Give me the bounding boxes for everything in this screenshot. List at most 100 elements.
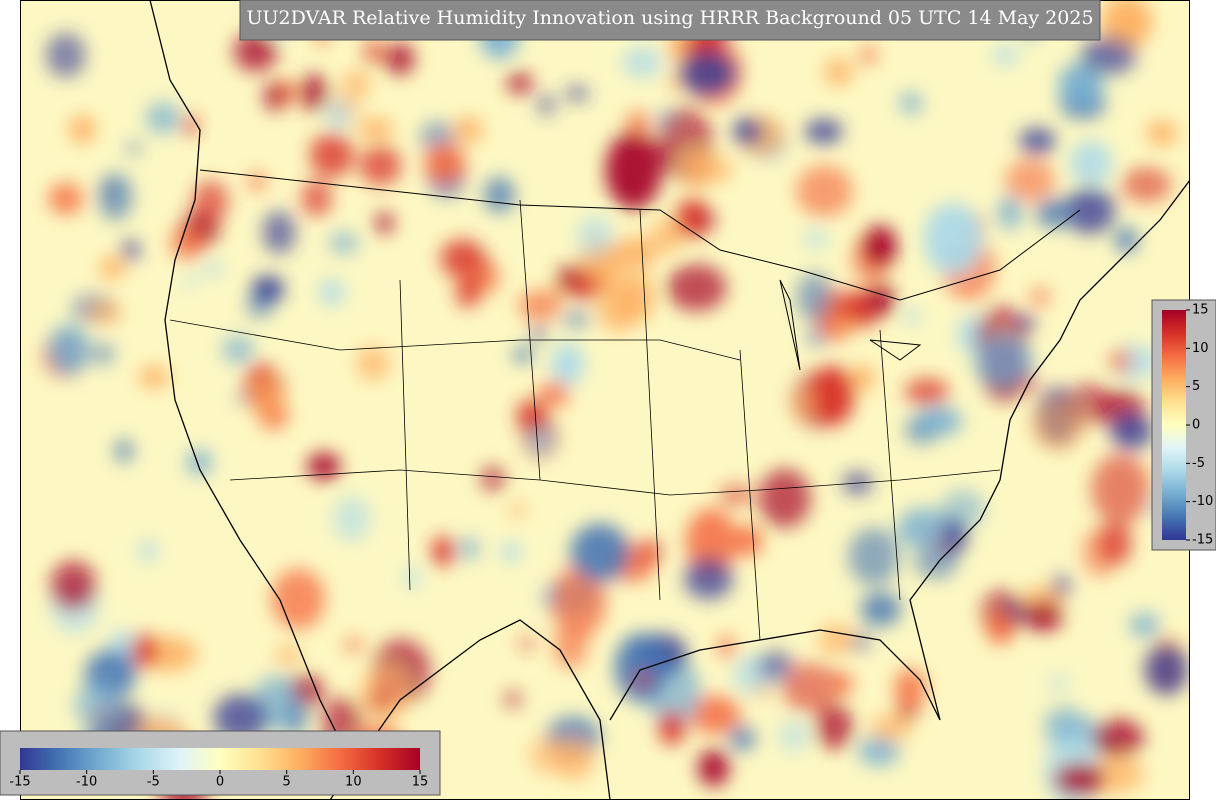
field-blob [131,633,158,668]
tick-label: 5 [1192,379,1200,394]
field-blob [271,568,325,630]
field-blob [923,202,983,276]
field-blob [329,231,359,255]
field-blob [897,507,948,550]
field-blob [904,309,922,325]
tick-label: 0 [1192,418,1200,433]
field-blob [642,539,662,564]
field-blob [1024,601,1063,631]
tick-label: -15 [1192,533,1213,548]
field-blob [480,465,505,492]
field-blob [103,184,117,193]
field-blob [91,342,115,366]
field-blob [1091,453,1150,525]
tick-label: -5 [147,775,160,790]
field-blob [850,364,875,392]
field-blob [375,212,394,234]
field-blob [697,749,730,787]
coastline [149,0,351,761]
field-blob [221,335,255,364]
field-blob [138,365,170,389]
field-blob [681,149,713,189]
field-blob [518,636,535,651]
field-blob [512,347,534,363]
field-blob [528,736,571,775]
tick-label: 15 [412,775,429,790]
field-blob [1110,412,1153,451]
field-blob [307,452,341,480]
field-blob [658,711,686,745]
field-blob [678,50,737,97]
colorbar [20,748,420,770]
field-blob [818,622,852,656]
field-blob [532,325,547,341]
field-blob [617,272,655,323]
state-line [399,199,901,641]
great-lakes [779,279,922,371]
field-blob [992,44,1018,66]
field-blob [538,381,570,408]
field-blob [1030,398,1086,452]
tick-label: 10 [345,775,362,790]
field-blob [815,704,854,750]
field-blob [68,115,96,144]
field-blob [734,525,762,557]
field-blob [796,165,853,218]
field-blob [125,142,143,154]
field-blob [1099,521,1133,565]
field-blob [837,317,857,333]
tick-label: 15 [1192,303,1209,318]
field-blob [145,101,181,135]
field-blob [614,633,668,703]
field-blob [506,72,533,94]
field-blob [299,74,328,112]
field-blob [263,81,287,112]
field-blob [632,672,654,688]
gulf-atlantic-coast [609,179,1190,721]
tick-label: -10 [76,775,97,790]
mexico-border [329,619,611,800]
field-blob [1115,227,1138,253]
field-blob [454,116,483,144]
field-blob [360,666,409,722]
field-blob [1064,187,1116,234]
field-blob [537,93,556,116]
field-blob [550,343,585,386]
field-blob [115,438,133,463]
field-blob [986,610,1015,645]
field-blob [565,86,589,102]
field-blob [319,278,345,306]
field-blob [870,713,913,742]
field-blob [915,406,963,436]
title-box [239,0,1101,41]
field-blob [732,117,763,146]
field-blob [705,155,732,184]
field-blob [1109,350,1132,372]
field-blob [625,110,652,136]
field-blob [685,508,737,575]
tick-label: -15 [9,775,30,790]
field-blob [806,328,826,346]
field-blob [1019,127,1056,155]
field-blob [459,537,479,560]
tick-label: 10 [1192,341,1209,356]
field-blob [99,256,125,280]
field-blob [1144,643,1189,695]
field-blob [531,430,551,452]
field-blob [866,283,895,317]
field-blob [483,176,515,213]
field-blob [233,31,278,72]
field-blob [342,637,366,653]
field-blob [997,195,1022,230]
field-blob [98,172,133,221]
field-blob [728,725,756,752]
tick-label: -5 [1192,456,1205,471]
field-blob [899,92,923,115]
field-blob [894,668,926,711]
field-blob [1129,612,1160,638]
field-blob [424,143,466,185]
field-blob [50,560,97,611]
field-blob [830,672,853,696]
field-blob [696,214,716,228]
